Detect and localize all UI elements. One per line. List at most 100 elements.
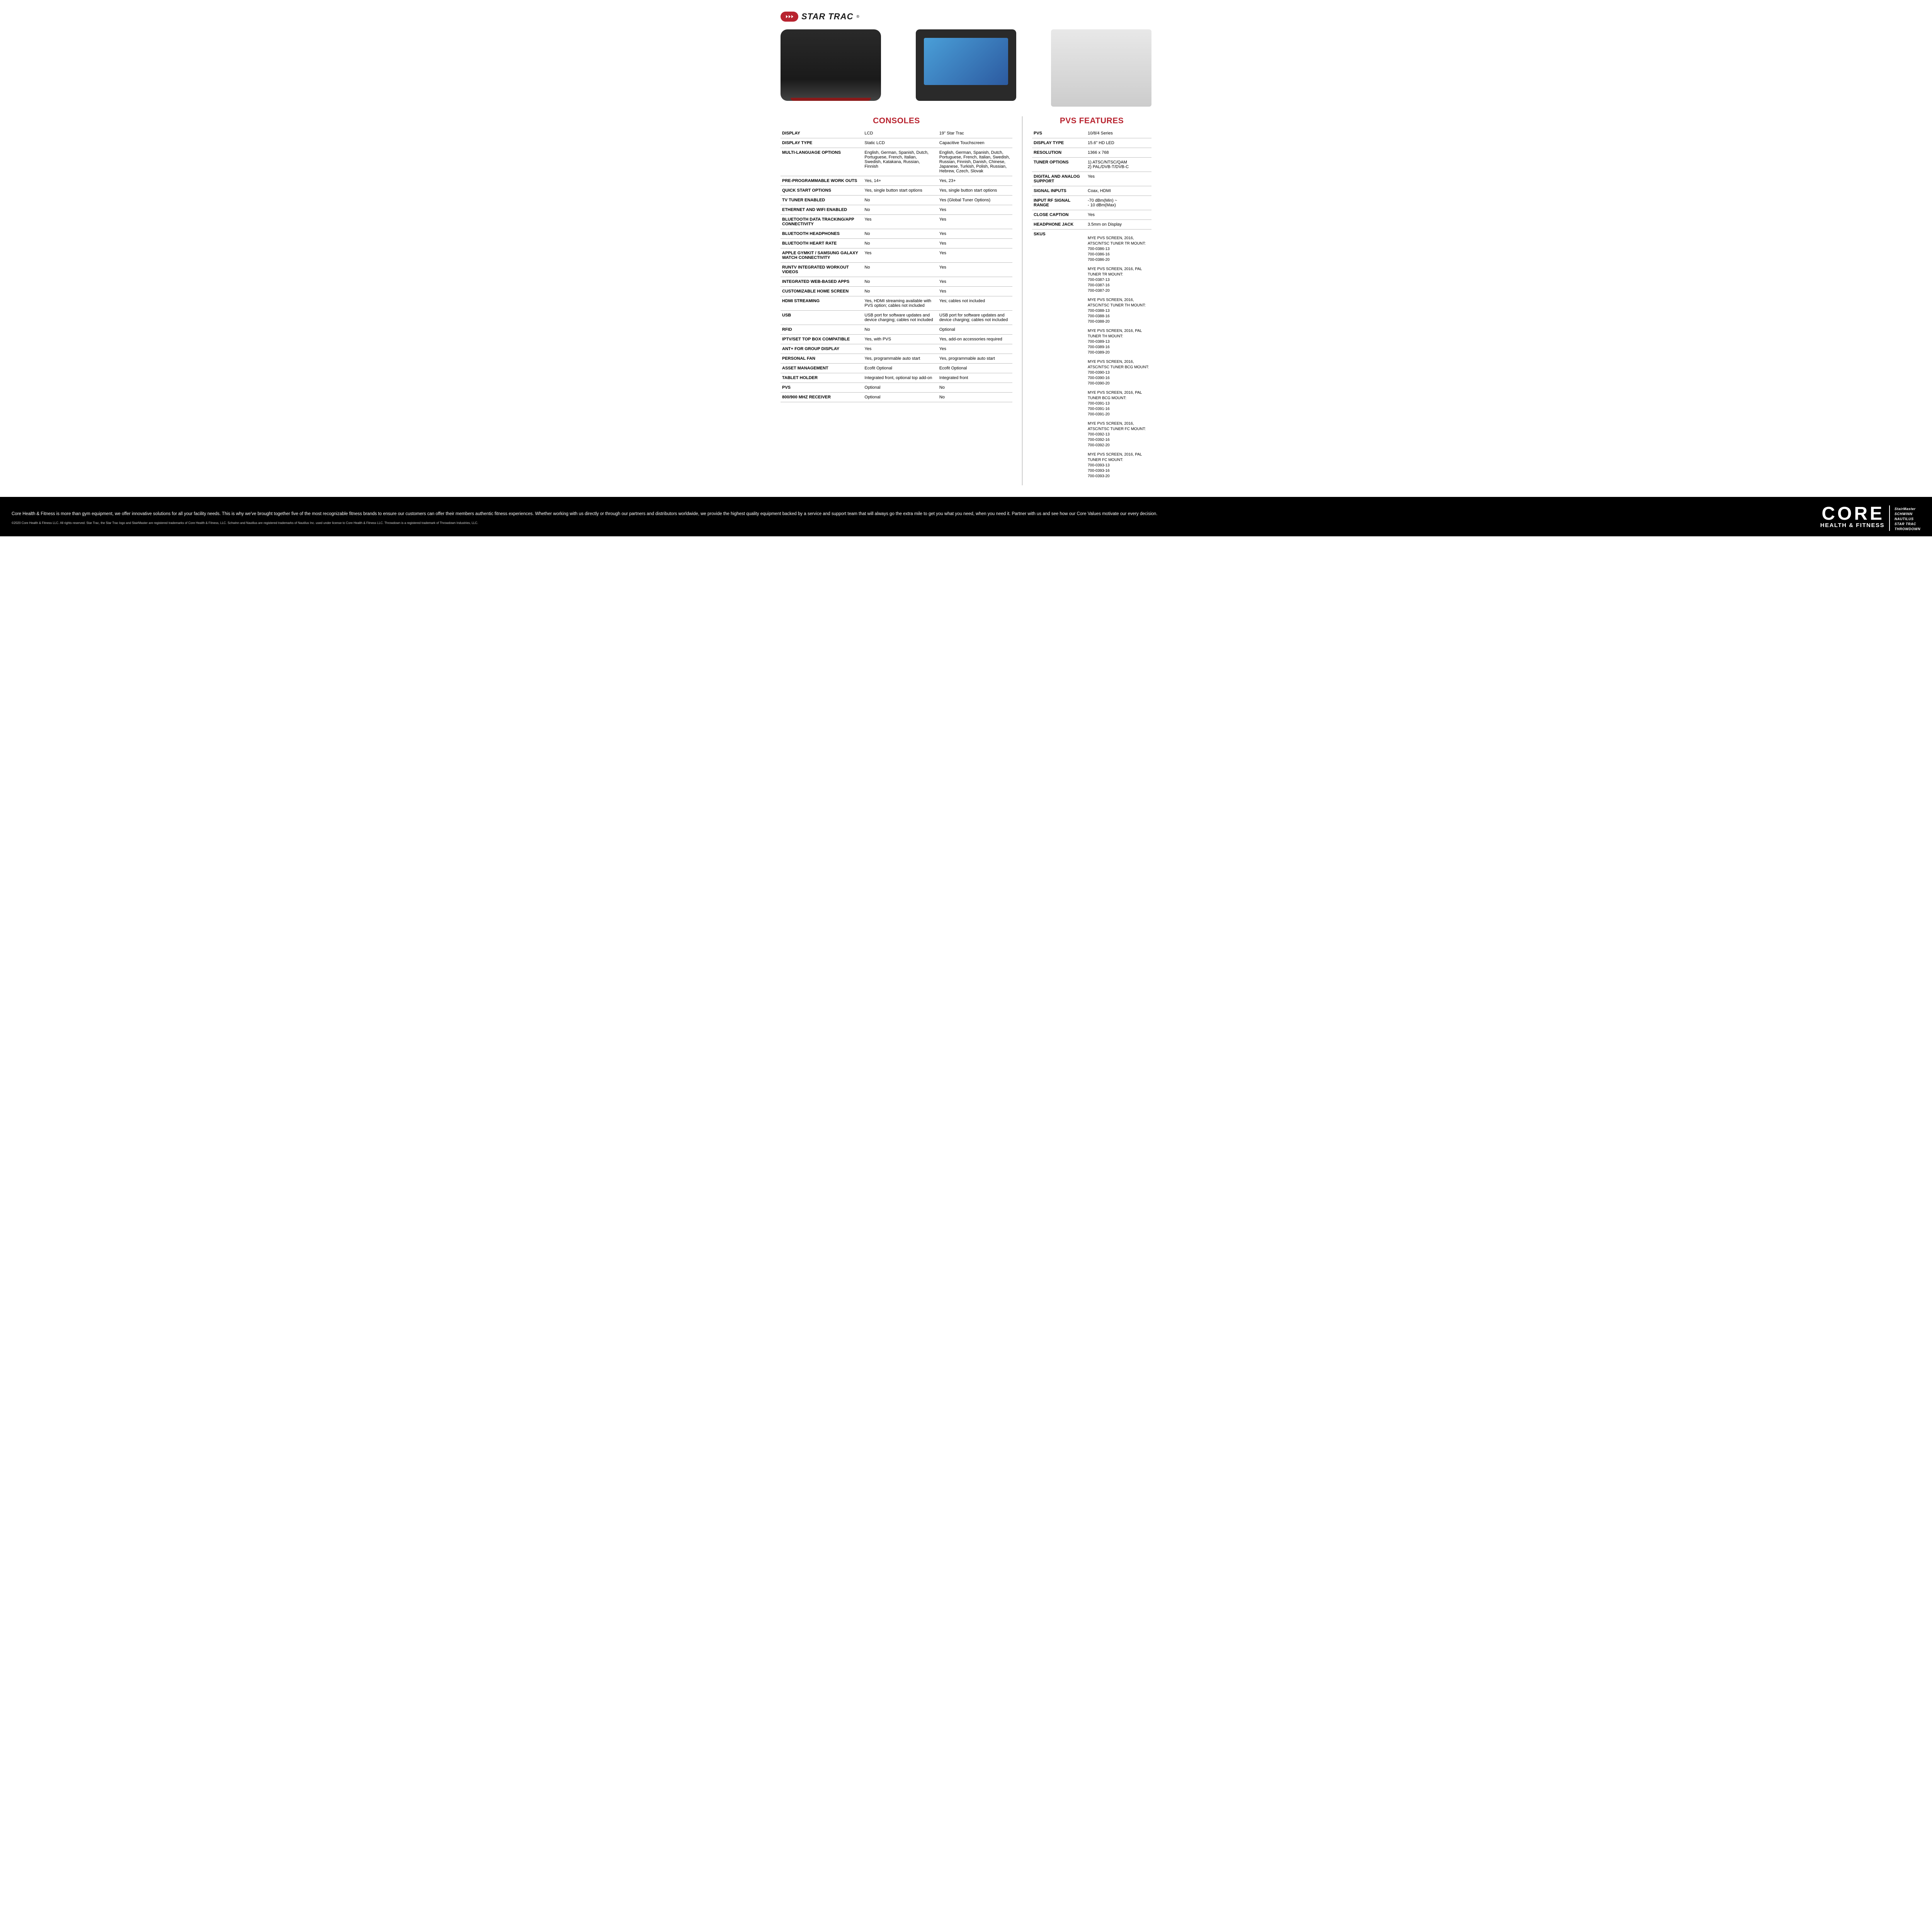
spec-label: DIGITAL AND ANALOG SUPPORT: [1032, 172, 1086, 186]
spec-value-col2: Yes: [938, 229, 1012, 239]
spec-label: QUICK START OPTIONS: [781, 186, 863, 196]
table-row: HEADPHONE JACK3.5mm on Display: [1032, 220, 1151, 230]
table-row: QUICK START OPTIONS Yes, single button st…: [781, 186, 1012, 196]
spec-value-col2: No: [938, 383, 1012, 393]
sku-code: 700-0392-16: [1088, 437, 1150, 443]
spec-label: MULTI-LANGUAGE OPTIONS: [781, 148, 863, 176]
spec-label: RFID: [781, 325, 863, 335]
table-row: BLUETOOTH DATA TRACKING/APP CONNECTIVITY…: [781, 215, 1012, 229]
brand-item: StairMaster: [1895, 507, 1920, 511]
spec-label: BLUETOOTH HEART RATE: [781, 239, 863, 248]
sku-code: 700-0391-16: [1088, 406, 1150, 412]
spec-value-col2: USB port for software updates and device…: [938, 311, 1012, 325]
spec-value-col1: Yes, 14+: [863, 176, 937, 186]
table-row: DISPLAY TYPEStatic LCDCapacitive Touchsc…: [781, 138, 1012, 148]
spec-value: 10/8/4 Series: [1086, 129, 1151, 138]
skus-value: MYE PVS SCREEN, 2016, ATSC/NTSC TUNER TR…: [1086, 230, 1151, 486]
spec-value-col2: 19" Star Trac: [938, 129, 1012, 138]
spec-label: BLUETOOTH HEADPHONES: [781, 229, 863, 239]
core-logo-subtext: HEALTH & FITNESS: [1820, 522, 1884, 529]
table-row: PRE-PROGRAMMABLE WORK OUTSYes, 14+Yes, 2…: [781, 176, 1012, 186]
sku-code: 700-0391-20: [1088, 412, 1150, 417]
sku-group: MYE PVS SCREEN, 2016, ATSC/NTSC TUNER TR…: [1088, 236, 1150, 263]
brand-list: StairMasterSCHWINNNAUTILUSSTAR TRACTHROW…: [1889, 505, 1920, 531]
spec-value-col1: Yes, HDMI streaming available with PVS o…: [863, 296, 937, 311]
spec-value: Coax, HDMI: [1086, 186, 1151, 196]
spec-value-col1: Yes: [863, 215, 937, 229]
spec-value-col2: Optional: [938, 325, 1012, 335]
table-row: DISPLAY TYPE15.6" HD LED: [1032, 138, 1151, 148]
spec-value-col2: Yes, single button start options: [938, 186, 1012, 196]
sku-code: 700-0386-16: [1088, 252, 1150, 257]
pvs-table: PVS10/8/4 SeriesDISPLAY TYPE15.6" HD LED…: [1032, 129, 1151, 485]
sku-title: MYE PVS SCREEN, 2016, ATSC/NTSC TUNER TH…: [1088, 298, 1150, 308]
spec-value-col2: Yes: [938, 277, 1012, 287]
table-row: TABLET HOLDERIntegrated front, optional …: [781, 373, 1012, 383]
spec-value-col2: Yes: [938, 239, 1012, 248]
spec-value-col1: No: [863, 205, 937, 215]
spec-value-col1: No: [863, 229, 937, 239]
sku-group: MYE PVS SCREEN, 2016, ATSC/NTSC TUNER BC…: [1088, 359, 1150, 386]
table-row: DIGITAL AND ANALOG SUPPORTYes: [1032, 172, 1151, 186]
sku-code: 700-0390-13: [1088, 370, 1150, 376]
spec-value-col2: Yes: [938, 263, 1012, 277]
table-row: ETHERNET AND WIFI ENABLEDNoYes: [781, 205, 1012, 215]
spec-value-col1: Optional: [863, 393, 937, 402]
spec-label: DISPLAY TYPE: [1032, 138, 1086, 148]
table-row: RESOLUTION1366 x 768: [1032, 148, 1151, 158]
sku-code: 700-0389-20: [1088, 350, 1150, 355]
spec-value-col1: Optional: [863, 383, 937, 393]
spec-value-col1: No: [863, 325, 937, 335]
sku-code: 700-0389-16: [1088, 345, 1150, 350]
table-row: ANT+ FOR GROUP DISPLAYYesYes: [781, 344, 1012, 354]
sku-code: 700-0391-13: [1088, 401, 1150, 406]
consoles-table: DISPLAYLCD19" Star TracDISPLAY TYPEStati…: [781, 129, 1012, 402]
spec-value-col2: Yes: [938, 205, 1012, 215]
spec-value-col1: No: [863, 239, 937, 248]
table-row: IPTV/SET TOP BOX COMPATIBLEYes, with PVS…: [781, 335, 1012, 344]
spec-label: PERSONAL FAN: [781, 354, 863, 364]
table-row: BLUETOOTH HEART RATENoYes: [781, 239, 1012, 248]
spec-value-col1: English, German, Spanish, Dutch, Portugu…: [863, 148, 937, 176]
core-brand: CORE HEALTH & FITNESS: [1820, 505, 1884, 529]
spec-label: PVS: [781, 383, 863, 393]
sku-code: 700-0390-20: [1088, 381, 1150, 386]
sku-code: 700-0387-13: [1088, 277, 1150, 283]
table-row: RUNTV INTEGRATED WORKOUT VIDEOSNoYes: [781, 263, 1012, 277]
sku-code: 700-0387-16: [1088, 283, 1150, 288]
spec-label: TV TUNER ENABLED: [781, 196, 863, 205]
spec-value-col2: Yes, 23+: [938, 176, 1012, 186]
table-row: TV TUNER ENABLEDNoYes (Global Tuner Opti…: [781, 196, 1012, 205]
spec-value-col1: LCD: [863, 129, 937, 138]
brand-name: STAR TRAC: [801, 12, 853, 22]
spec-label: APPLE GYMKIT / SAMSUNG GALAXY WATCH CONN…: [781, 248, 863, 263]
spec-value: Yes: [1086, 210, 1151, 220]
spec-value-col2: Yes (Global Tuner Options): [938, 196, 1012, 205]
table-row: BLUETOOTH HEADPHONESNoYes: [781, 229, 1012, 239]
consoles-column: CONSOLES DISPLAYLCD19" Star TracDISPLAY …: [781, 116, 1012, 485]
spec-value-col2: Yes; cables not included: [938, 296, 1012, 311]
spec-label: PVS: [1032, 129, 1086, 138]
sku-code: 700-0393-20: [1088, 474, 1150, 479]
table-row: 800/900 MHZ RECEIVEROptionalNo: [781, 393, 1012, 402]
spec-value-col2: Yes, programmable auto start: [938, 354, 1012, 364]
footer: Core Health & Fitness is more than gym e…: [0, 497, 1932, 536]
spec-label: BLUETOOTH DATA TRACKING/APP CONNECTIVITY: [781, 215, 863, 229]
spec-label: RESOLUTION: [1032, 148, 1086, 158]
spec-value-col1: USB port for software updates and device…: [863, 311, 937, 325]
spec-value: Yes: [1086, 172, 1151, 186]
spec-value-col1: No: [863, 287, 937, 296]
table-row: CLOSE CAPTIONYes: [1032, 210, 1151, 220]
spec-label: ANT+ FOR GROUP DISPLAY: [781, 344, 863, 354]
spec-value-col1: Yes, programmable auto start: [863, 354, 937, 364]
sku-code: 700-0386-13: [1088, 247, 1150, 252]
spec-label: DISPLAY TYPE: [781, 138, 863, 148]
table-row: INTEGRATED WEB-BASED APPSNoYes: [781, 277, 1012, 287]
sku-title: MYE PVS SCREEN, 2016, PAL TUNER TH MOUNT…: [1088, 328, 1150, 339]
sku-code: 700-0388-20: [1088, 319, 1150, 325]
spec-value-col2: No: [938, 393, 1012, 402]
pvs-column: PVS FEATURES PVS10/8/4 SeriesDISPLAY TYP…: [1022, 116, 1151, 485]
product-images-row: [781, 29, 1151, 107]
spec-value-col1: Ecofit Optional: [863, 364, 937, 373]
sku-code: 700-0392-20: [1088, 443, 1150, 448]
